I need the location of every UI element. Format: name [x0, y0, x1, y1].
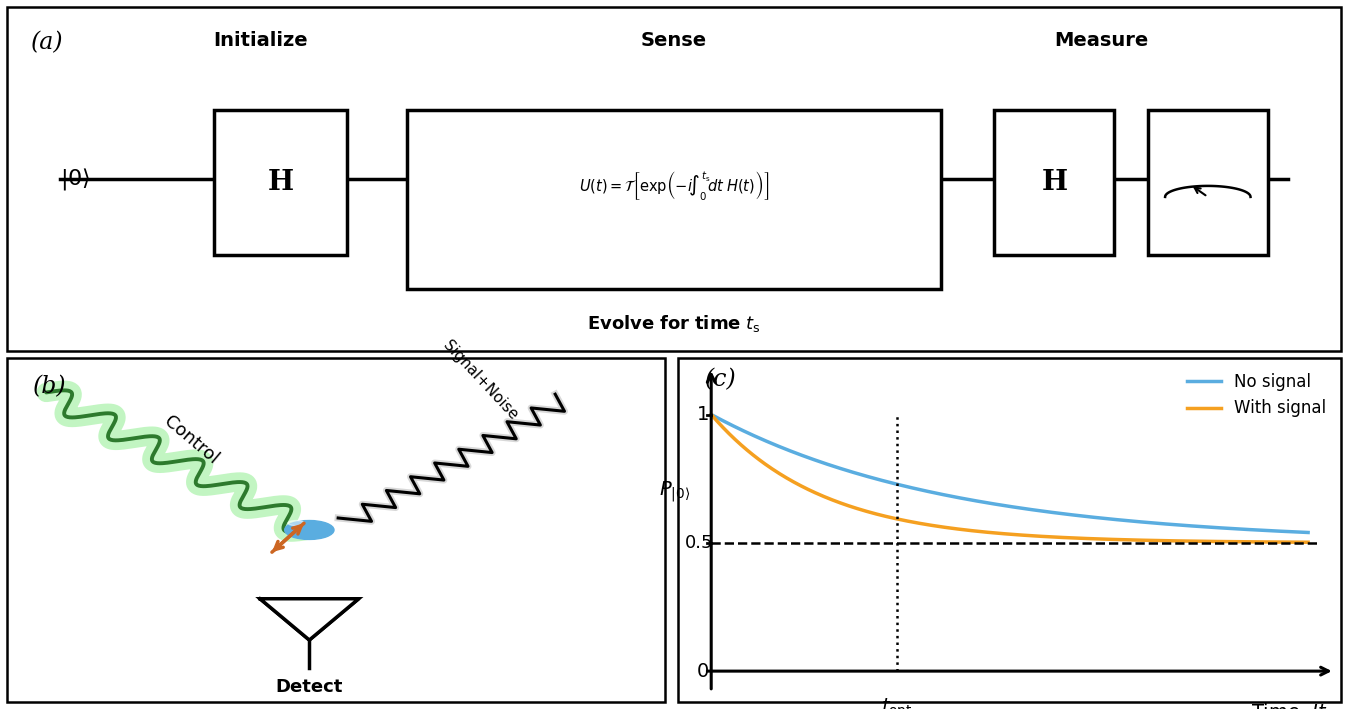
Text: $\mathbf{Evolve\ for\ time}\ t_\mathrm{s}$: $\mathbf{Evolve\ for\ time}\ t_\mathrm{s…: [586, 313, 762, 334]
Text: $P_{|0\rangle}$: $P_{|0\rangle}$: [659, 479, 690, 504]
Polygon shape: [260, 598, 359, 640]
No signal: [991, 501, 1007, 509]
With signal: [1026, 532, 1042, 540]
Text: (a): (a): [31, 31, 63, 54]
Text: 1: 1: [697, 405, 709, 424]
With signal: [991, 529, 1007, 537]
With signal: [1058, 533, 1074, 542]
Text: Signal+Noise: Signal+Noise: [439, 338, 520, 423]
Line: No signal: No signal: [712, 415, 1308, 532]
Text: Detect: Detect: [275, 678, 342, 696]
Ellipse shape: [288, 520, 305, 525]
Text: (b): (b): [34, 375, 66, 398]
Text: Time, $Jt$: Time, $Jt$: [1251, 700, 1328, 709]
No signal: [1026, 506, 1042, 514]
Text: (c): (c): [705, 369, 736, 391]
Bar: [1147, 111, 1268, 255]
Bar: [213, 111, 346, 255]
Text: Initialize: Initialize: [213, 31, 307, 50]
Bar: [407, 111, 941, 289]
With signal: [1299, 538, 1316, 547]
Text: 0.5: 0.5: [685, 534, 713, 552]
With signal: [987, 529, 1003, 537]
Text: H: H: [1041, 169, 1068, 196]
No signal: [987, 500, 1003, 508]
Text: Control: Control: [160, 413, 221, 469]
No signal: [1193, 523, 1209, 531]
Text: $|0\rangle$: $|0\rangle$: [61, 166, 90, 192]
Legend: No signal, With signal: No signal, With signal: [1181, 367, 1333, 424]
No signal: [1286, 527, 1302, 536]
Text: $t_\mathrm{opt}$: $t_\mathrm{opt}$: [882, 697, 913, 709]
No signal: [1058, 510, 1074, 518]
Bar: [995, 111, 1115, 255]
Ellipse shape: [284, 520, 334, 540]
Text: Measure: Measure: [1054, 31, 1148, 50]
With signal: [1286, 538, 1302, 547]
Text: H: H: [267, 169, 294, 196]
With signal: [704, 411, 720, 419]
Text: $U(t) = \mathcal{T}\left[\exp\!\left(-i\!\int_0^{t_\mathrm{s}}\!dt\;H(t)\right)\: $U(t) = \mathcal{T}\left[\exp\!\left(-i\…: [578, 169, 770, 203]
Line: With signal: With signal: [712, 415, 1308, 542]
No signal: [704, 411, 720, 419]
Text: 0: 0: [697, 661, 709, 681]
Bar: [678, 358, 1341, 702]
No signal: [1299, 528, 1316, 537]
Text: Sense: Sense: [640, 31, 708, 50]
With signal: [1193, 537, 1209, 545]
